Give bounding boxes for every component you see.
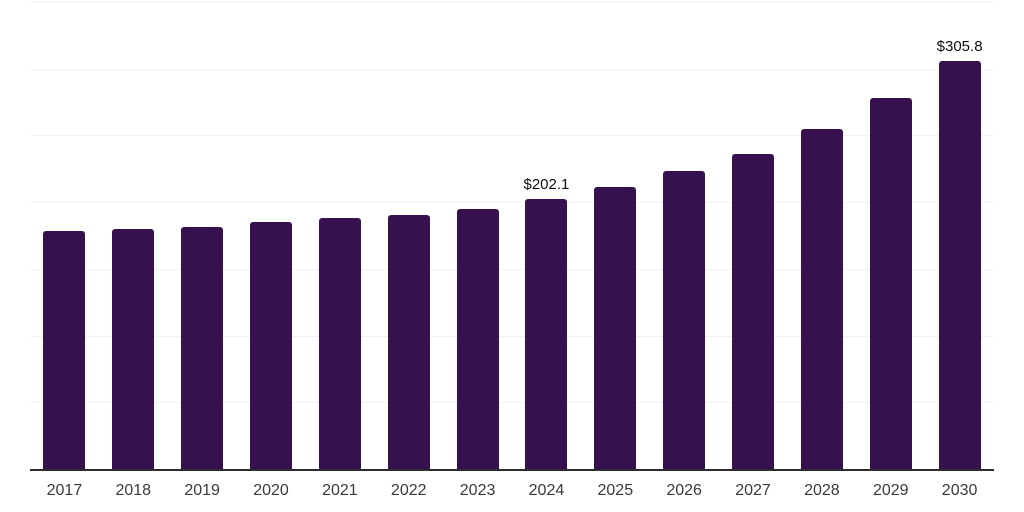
x-tick-2024: 2024 bbox=[528, 482, 565, 499]
bar-2029 bbox=[869, 98, 912, 469]
bar-2025 bbox=[594, 187, 637, 469]
bar-slot-2020 bbox=[237, 2, 306, 469]
bar-2024 bbox=[525, 199, 568, 469]
x-tick-2021: 2021 bbox=[322, 482, 358, 499]
bar-slot-2025 bbox=[581, 2, 650, 469]
bar-2030 bbox=[938, 61, 981, 469]
bar-2028 bbox=[800, 129, 843, 469]
x-tick-2030: 2030 bbox=[941, 482, 978, 499]
bar-slot-2023 bbox=[443, 2, 512, 469]
gridline-250 bbox=[30, 135, 994, 136]
x-axis-labels: 2017 2018 2019 2020 2021 2022 2023 2024 2025 2026… bbox=[30, 481, 994, 501]
x-tick-2017: 2017 bbox=[46, 482, 83, 499]
bar-slot-2022 bbox=[374, 2, 443, 469]
bar-slot-2029 bbox=[856, 2, 925, 469]
bar-2022 bbox=[387, 215, 430, 469]
x-tick-2025: 2025 bbox=[597, 482, 634, 499]
bar-slot-2028 bbox=[787, 2, 856, 469]
x-tick-2023: 2023 bbox=[459, 482, 496, 499]
x-tick-2019: 2019 bbox=[184, 482, 220, 499]
gridline-300 bbox=[30, 69, 994, 70]
bar-2026 bbox=[663, 171, 706, 469]
gridline-100 bbox=[30, 336, 994, 337]
bar-slot-2019 bbox=[168, 2, 237, 469]
x-tick-2028: 2028 bbox=[804, 482, 840, 499]
bar-slot-2027 bbox=[719, 2, 788, 469]
bar-slot-2024: $202.1 bbox=[512, 2, 581, 469]
bars-row: $202.1 $305.8 bbox=[30, 2, 994, 469]
gridline-200 bbox=[30, 202, 994, 203]
x-tick-2029: 2029 bbox=[872, 482, 909, 499]
plot-area: $202.1 $305.8 bbox=[30, 2, 994, 471]
bar-slot-2026 bbox=[650, 2, 719, 469]
bar-2018 bbox=[112, 229, 155, 469]
x-tick-2027: 2027 bbox=[735, 482, 771, 499]
data-label-2024: $202.1 bbox=[523, 176, 570, 193]
x-tick-2018: 2018 bbox=[115, 482, 152, 499]
bar-2020 bbox=[250, 222, 292, 469]
x-tick-2026: 2026 bbox=[666, 482, 702, 499]
bar-slot-2017 bbox=[30, 2, 99, 469]
gridline-50 bbox=[30, 402, 994, 403]
x-tick-2020: 2020 bbox=[253, 482, 289, 499]
x-tick-2022: 2022 bbox=[390, 482, 427, 499]
bar-2027 bbox=[732, 154, 775, 469]
bar-2019 bbox=[181, 227, 224, 469]
data-label-2030: $305.8 bbox=[936, 38, 983, 55]
bar-slot-2018 bbox=[99, 2, 168, 469]
gridline-150 bbox=[30, 269, 994, 270]
bar-2017 bbox=[43, 231, 86, 469]
gridline-350 bbox=[30, 2, 994, 3]
bar-2021 bbox=[318, 218, 361, 469]
bar-slot-2030: $305.8 bbox=[925, 2, 994, 469]
bar-2023 bbox=[456, 209, 499, 469]
bar-slot-2021 bbox=[305, 2, 374, 469]
